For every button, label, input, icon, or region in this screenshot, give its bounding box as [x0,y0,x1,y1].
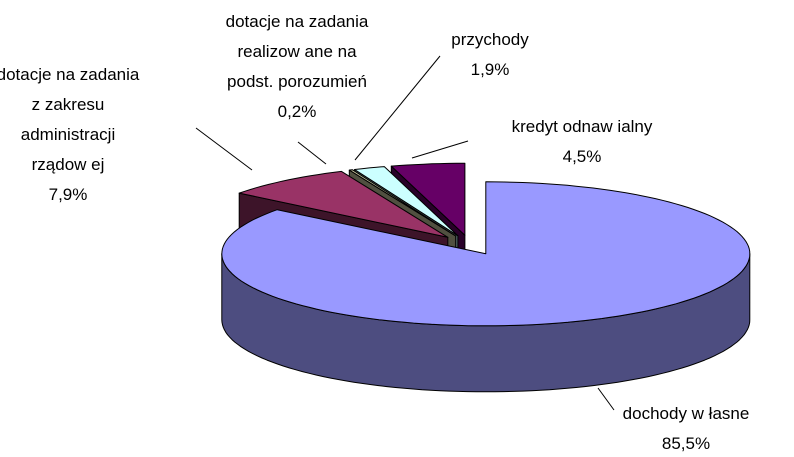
slice-top [348,169,457,237]
data-label: kredyt odnaw ialny 4,5% [512,112,653,172]
slice-top [354,166,459,237]
label-value: 1,9% [470,60,510,79]
data-label: dotacje na zadania z zakresu administrac… [0,60,139,210]
leader-line [411,140,469,159]
label-category: dotacje na zadania realizow ane na podst… [225,12,369,91]
leader-lines [195,55,615,411]
label-category: dochody w łasne [622,404,750,423]
data-label: dochody w łasne 85,5% [623,399,750,457]
leader-line [354,55,441,161]
slice-top [221,181,751,327]
label-value: 4,5% [562,147,602,166]
slice [221,181,751,393]
slice-top [390,162,466,236]
slice-top [238,170,449,238]
label-category: przychody [451,30,529,49]
label-value: 7,9% [48,185,88,204]
data-label: dotacje na zadania realizow ane na podst… [226,7,369,127]
leader-line [597,387,615,411]
label-category: dotacje na zadania z zakresu administrac… [0,65,140,174]
data-label: przychody 1,9% [451,25,528,85]
label-value: 0,2% [277,102,317,121]
leader-line [297,141,327,165]
label-value: 85,5% [661,434,711,453]
slices [221,162,751,393]
leader-line [195,127,253,171]
label-category: kredyt odnaw ialny [511,117,653,136]
